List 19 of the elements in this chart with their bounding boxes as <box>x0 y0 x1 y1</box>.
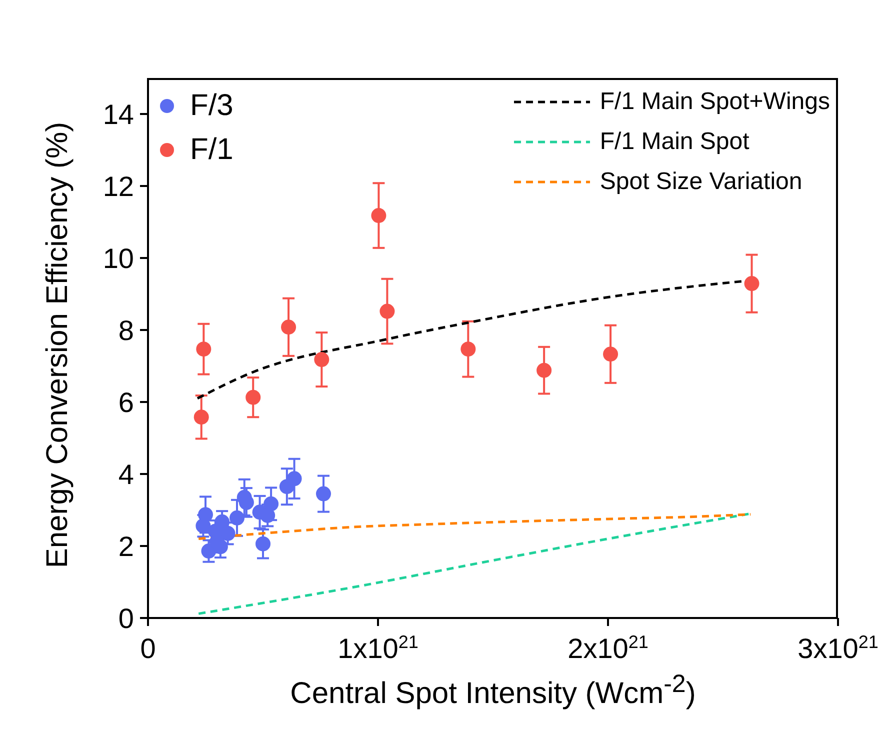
legend-label: F/3 <box>190 89 234 123</box>
y-tick-label: 8 <box>118 315 134 346</box>
y-tick-label: 2 <box>118 531 134 562</box>
y-tick-label: 0 <box>118 603 134 634</box>
y-tick-label: 14 <box>102 99 134 130</box>
y-axis-title: Energy Conversion Efficiency (%) <box>41 120 75 570</box>
y-tick-label: 10 <box>102 243 134 274</box>
x-axis-title: Central Spot Intensity (Wcm$^{-2}$) <box>289 670 697 711</box>
y-tick-label: 12 <box>102 171 134 202</box>
legend-label: F/1 <box>190 133 234 167</box>
legend-label: F/1 Main Spot <box>600 128 750 156</box>
legend-label: Spot Size Variation <box>600 168 802 196</box>
x-tick-label: 3x10$^{21}$ <box>798 632 878 664</box>
x-tick-label: 0 <box>140 633 156 664</box>
x-tick-label: 1x10$^{21}$ <box>338 632 418 664</box>
legend-label: F/1 Main Spot+Wings <box>600 88 830 116</box>
y-tick-label: 4 <box>118 459 134 490</box>
x-tick-label: 2x10$^{21}$ <box>568 632 648 664</box>
y-tick-label: 6 <box>118 387 134 418</box>
